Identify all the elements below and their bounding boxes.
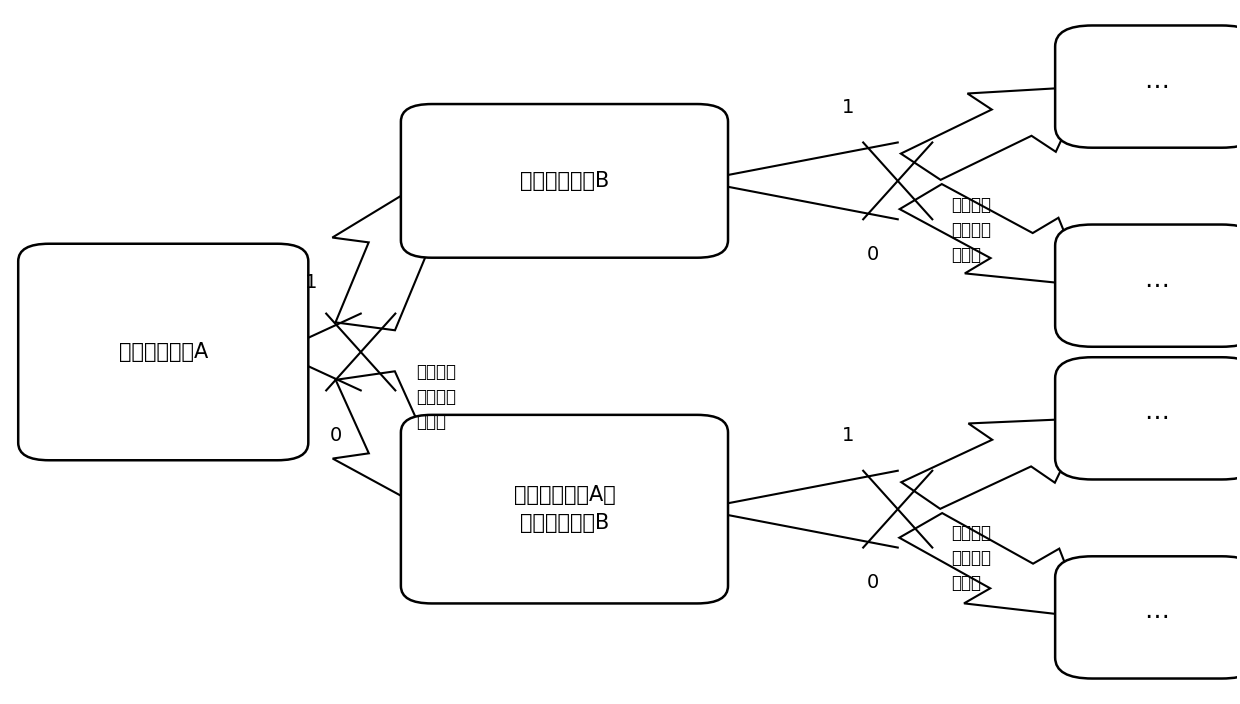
Text: 1: 1 (842, 98, 854, 117)
Text: 根据比较
器输出结
果判断: 根据比较 器输出结 果判断 (417, 363, 456, 432)
FancyBboxPatch shape (1055, 225, 1240, 347)
FancyBboxPatch shape (1055, 556, 1240, 679)
Text: ⋯: ⋯ (1145, 75, 1169, 99)
Text: 根据比较
器输出结
果判断: 根据比较 器输出结 果判断 (951, 524, 991, 592)
Text: ⋯: ⋯ (1145, 605, 1169, 629)
Text: 1: 1 (842, 427, 854, 446)
Text: ⋯: ⋯ (1145, 274, 1169, 298)
Text: ⋯: ⋯ (1145, 406, 1169, 430)
FancyBboxPatch shape (1055, 357, 1240, 479)
Text: 0: 0 (867, 245, 879, 264)
FancyBboxPatch shape (19, 244, 309, 460)
FancyBboxPatch shape (401, 415, 728, 603)
FancyBboxPatch shape (1055, 25, 1240, 148)
Text: 1: 1 (305, 272, 317, 291)
Text: 0: 0 (330, 427, 342, 446)
Text: 接入转换电容B: 接入转换电容B (520, 171, 609, 191)
Text: 接入转换电容A: 接入转换电容A (119, 342, 208, 362)
Text: 根据比较
器输出结
果判断: 根据比较 器输出结 果判断 (951, 196, 991, 264)
Text: 断开转换电容A，
接入转换电容B: 断开转换电容A， 接入转换电容B (513, 485, 615, 533)
FancyBboxPatch shape (401, 104, 728, 258)
Text: 0: 0 (867, 573, 879, 592)
